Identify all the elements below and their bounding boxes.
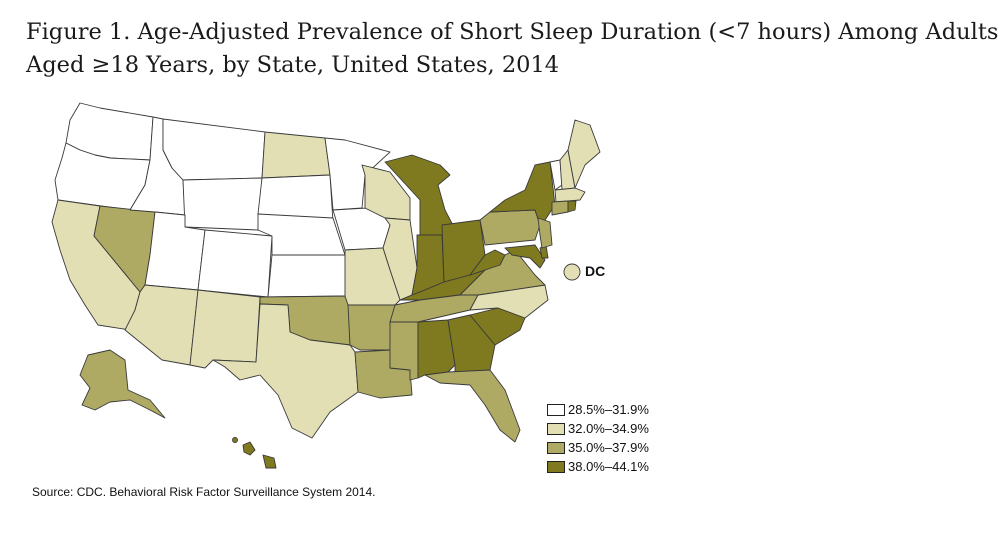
legend-label: 35.0%–37.9%: [568, 440, 649, 455]
legend-swatch: [547, 441, 565, 454]
state-mo: [344, 247, 401, 306]
legend-label: 28.5%–31.9%: [568, 402, 649, 417]
dc-marker: [563, 263, 581, 281]
legend-item: 35.0%–37.9%: [547, 438, 649, 457]
legend-item: 28.5%–31.9%: [547, 400, 649, 419]
map-legend: 28.5%–31.9% 32.0%–34.9% 35.0%–37.9% 38.0…: [547, 400, 649, 476]
state-wy: [182, 177, 263, 231]
legend-swatch: [547, 403, 565, 416]
legend-swatch: [547, 460, 565, 473]
state-ma: [554, 187, 586, 203]
figure-title: Figure 1. Age-Adjusted Prevalence of Sho…: [26, 19, 999, 78]
dc-label: DC: [585, 263, 606, 279]
state-md: [504, 244, 546, 269]
legend-label: 38.0%–44.1%: [568, 459, 649, 474]
state-nm: [189, 289, 261, 369]
state-hi-3: [232, 437, 238, 443]
legend-item: 38.0%–44.1%: [547, 457, 649, 476]
state-ar: [347, 304, 396, 351]
state-sc: [469, 307, 526, 346]
state-mt: [162, 118, 266, 181]
state-nd: [261, 131, 331, 179]
state-ri: [567, 200, 577, 213]
legend-label: 32.0%–34.9%: [568, 421, 649, 436]
state-wv: [469, 249, 506, 276]
state-hi-2: [262, 454, 277, 469]
state-me: [567, 119, 601, 189]
legend-swatch: [547, 422, 565, 435]
state-ks: [267, 254, 349, 298]
state-hi: [242, 441, 256, 456]
state-co: [197, 229, 273, 298]
state-ct: [551, 200, 569, 216]
state-tx: [212, 303, 359, 439]
state-pa: [479, 209, 541, 246]
state-nj: [537, 217, 553, 249]
legend-item: 32.0%–34.9%: [547, 419, 649, 438]
state-fl: [424, 369, 521, 443]
state-mi: [384, 154, 459, 236]
source-note: Source: CDC. Behavioral Risk Factor Surv…: [32, 485, 376, 499]
state-mn: [324, 137, 391, 211]
state-ny: [489, 161, 556, 226]
state-ak: [79, 349, 166, 419]
